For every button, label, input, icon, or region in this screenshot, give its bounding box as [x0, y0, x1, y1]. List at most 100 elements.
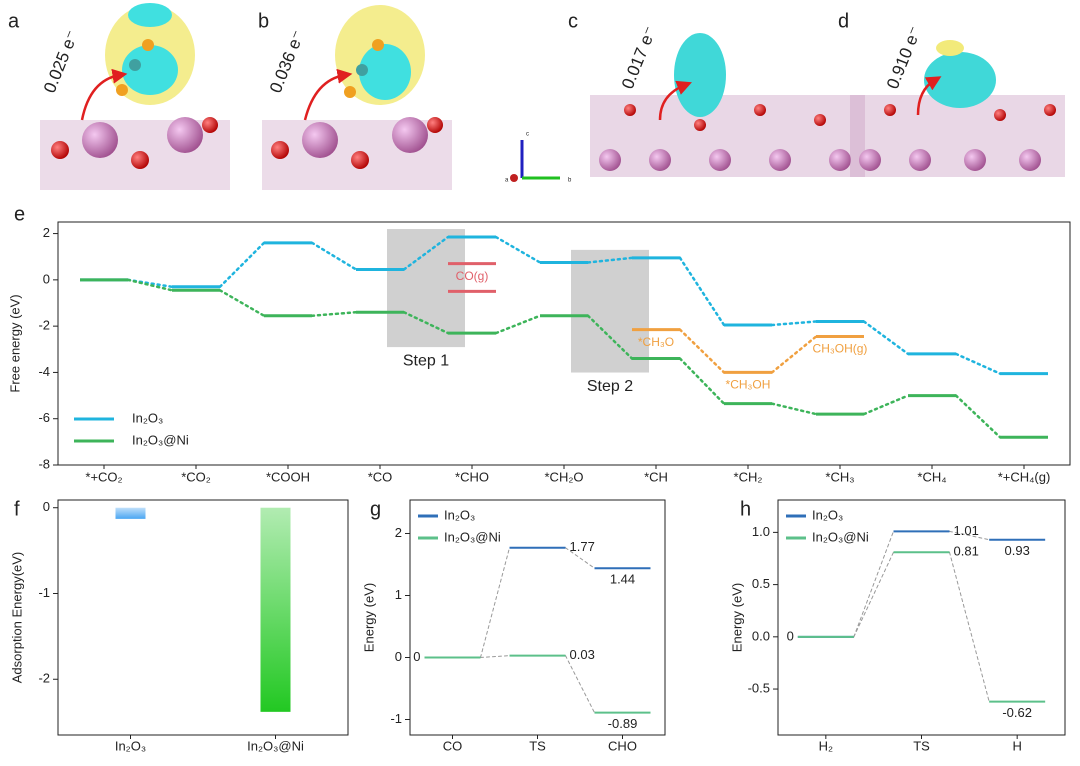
- y-tick-label: 0.5: [752, 576, 770, 591]
- y-tick-label: 1.0: [752, 524, 770, 539]
- x-tick-label: *CH₃: [825, 469, 854, 484]
- connector: [402, 235, 450, 271]
- charge-label: 0.017 e⁻: [618, 24, 660, 92]
- value-label: 1.44: [610, 572, 635, 587]
- y-tick-label: -2: [38, 318, 50, 333]
- render-b: [262, 5, 452, 190]
- x-tick-label: TS: [529, 738, 546, 753]
- value-label: 0.81: [954, 544, 979, 559]
- y-tick-label: 0.0: [752, 628, 770, 643]
- axis-triad-label: b: [568, 178, 572, 184]
- legend-label: In₂O₃: [812, 507, 843, 522]
- y-tick-label: 2: [395, 525, 402, 540]
- x-tick-label: *CH₂: [734, 469, 763, 484]
- y-axis-label: Free energy (eV): [7, 294, 22, 392]
- plot-frame: [57, 221, 1071, 466]
- value-label: -0.62: [1002, 705, 1032, 720]
- legend-label: In₂O₃@Ni: [444, 529, 501, 544]
- connector: [770, 335, 818, 374]
- connector: [218, 241, 266, 289]
- panel-letter: f: [14, 498, 20, 520]
- panel-letter: d: [838, 10, 849, 32]
- charge-label: 0.025 e⁻: [40, 28, 82, 96]
- connector: [480, 547, 510, 658]
- y-tick-label: 2: [43, 225, 50, 240]
- step-box: [387, 229, 465, 348]
- charge-label: 0.910 e⁻: [883, 24, 925, 92]
- legend-label: In₂O₃: [132, 410, 163, 425]
- value-label: 1.01: [954, 523, 979, 538]
- level-label: *CH₃OH: [726, 378, 771, 392]
- axis-triad-label: a: [505, 178, 509, 184]
- connector: [586, 256, 634, 264]
- step-box: [571, 249, 649, 373]
- connector: [678, 357, 726, 405]
- axis-triad-label: c: [526, 132, 529, 138]
- x-tick-label: In₂O₃: [115, 738, 146, 753]
- connector: [565, 655, 595, 714]
- y-tick-label: -6: [38, 410, 50, 425]
- render-d: [850, 40, 1065, 177]
- y-tick-label: 0: [43, 271, 50, 286]
- connector: [954, 394, 1002, 439]
- legend-label: In₂O₃: [444, 507, 475, 522]
- step-label: Step 2: [587, 378, 633, 395]
- connector: [770, 402, 818, 416]
- step-label: Step 1: [403, 352, 449, 369]
- y-tick-label: -2: [38, 671, 50, 686]
- x-tick-label: TS: [913, 738, 930, 753]
- connector: [862, 394, 910, 416]
- y-tick-label: -1: [390, 711, 402, 726]
- x-tick-label: In₂O₃@Ni: [247, 738, 304, 753]
- y-tick-label: -0.5: [748, 680, 770, 695]
- connector: [126, 278, 174, 292]
- charge-label: 0.036 e⁻: [266, 28, 308, 96]
- connector: [770, 320, 818, 327]
- y-axis-label: Energy (eV): [729, 583, 744, 652]
- x-tick-label: *CH₂O: [545, 469, 584, 484]
- connector: [853, 530, 894, 638]
- x-tick-label: *+CO₂: [85, 469, 122, 484]
- connector: [949, 551, 990, 703]
- level-label: CH₃OH(g): [813, 342, 868, 356]
- value-label: 0.93: [1005, 543, 1030, 558]
- legend-label: In₂O₃@Ni: [132, 432, 189, 447]
- panel-letter: h: [740, 498, 751, 520]
- x-tick-label: *+CH₄(g): [998, 469, 1051, 484]
- connector: [494, 235, 542, 264]
- x-tick-label: CO: [443, 738, 463, 753]
- bar: [115, 507, 146, 519]
- bar: [260, 507, 291, 712]
- y-tick-label: 0: [43, 499, 50, 514]
- legend-label: In₂O₃@Ni: [812, 529, 869, 544]
- x-tick-label: *CHO: [455, 469, 489, 484]
- connector: [862, 320, 910, 356]
- level-label: *CH₃O: [638, 335, 674, 349]
- x-tick-label: CHO: [608, 738, 637, 753]
- panel-letter: a: [8, 10, 20, 32]
- x-tick-label: *COOH: [266, 469, 310, 484]
- connector: [402, 311, 450, 335]
- connector: [954, 352, 1002, 375]
- value-label: 0: [787, 628, 794, 643]
- render-a: [40, 3, 230, 190]
- render-c: [590, 33, 865, 177]
- panel-letter: c: [568, 10, 578, 32]
- y-axis-label: Energy (eV): [361, 583, 376, 652]
- y-axis-label: Adsorption Energy(eV): [9, 552, 24, 684]
- x-tick-label: *CH: [644, 469, 668, 484]
- connector: [678, 256, 726, 327]
- connector: [949, 530, 990, 541]
- connector: [480, 655, 510, 658]
- connector: [310, 311, 358, 317]
- y-tick-label: -4: [38, 364, 50, 379]
- connector: [218, 289, 266, 317]
- y-tick-label: 0: [395, 649, 402, 664]
- value-label: 0: [413, 649, 420, 664]
- level-label: CO(g): [456, 269, 489, 283]
- x-tick-label: H₂: [819, 738, 833, 753]
- panel-letter: e: [14, 203, 25, 225]
- connector: [565, 547, 595, 569]
- connector: [678, 328, 726, 374]
- value-label: 0.03: [570, 647, 595, 662]
